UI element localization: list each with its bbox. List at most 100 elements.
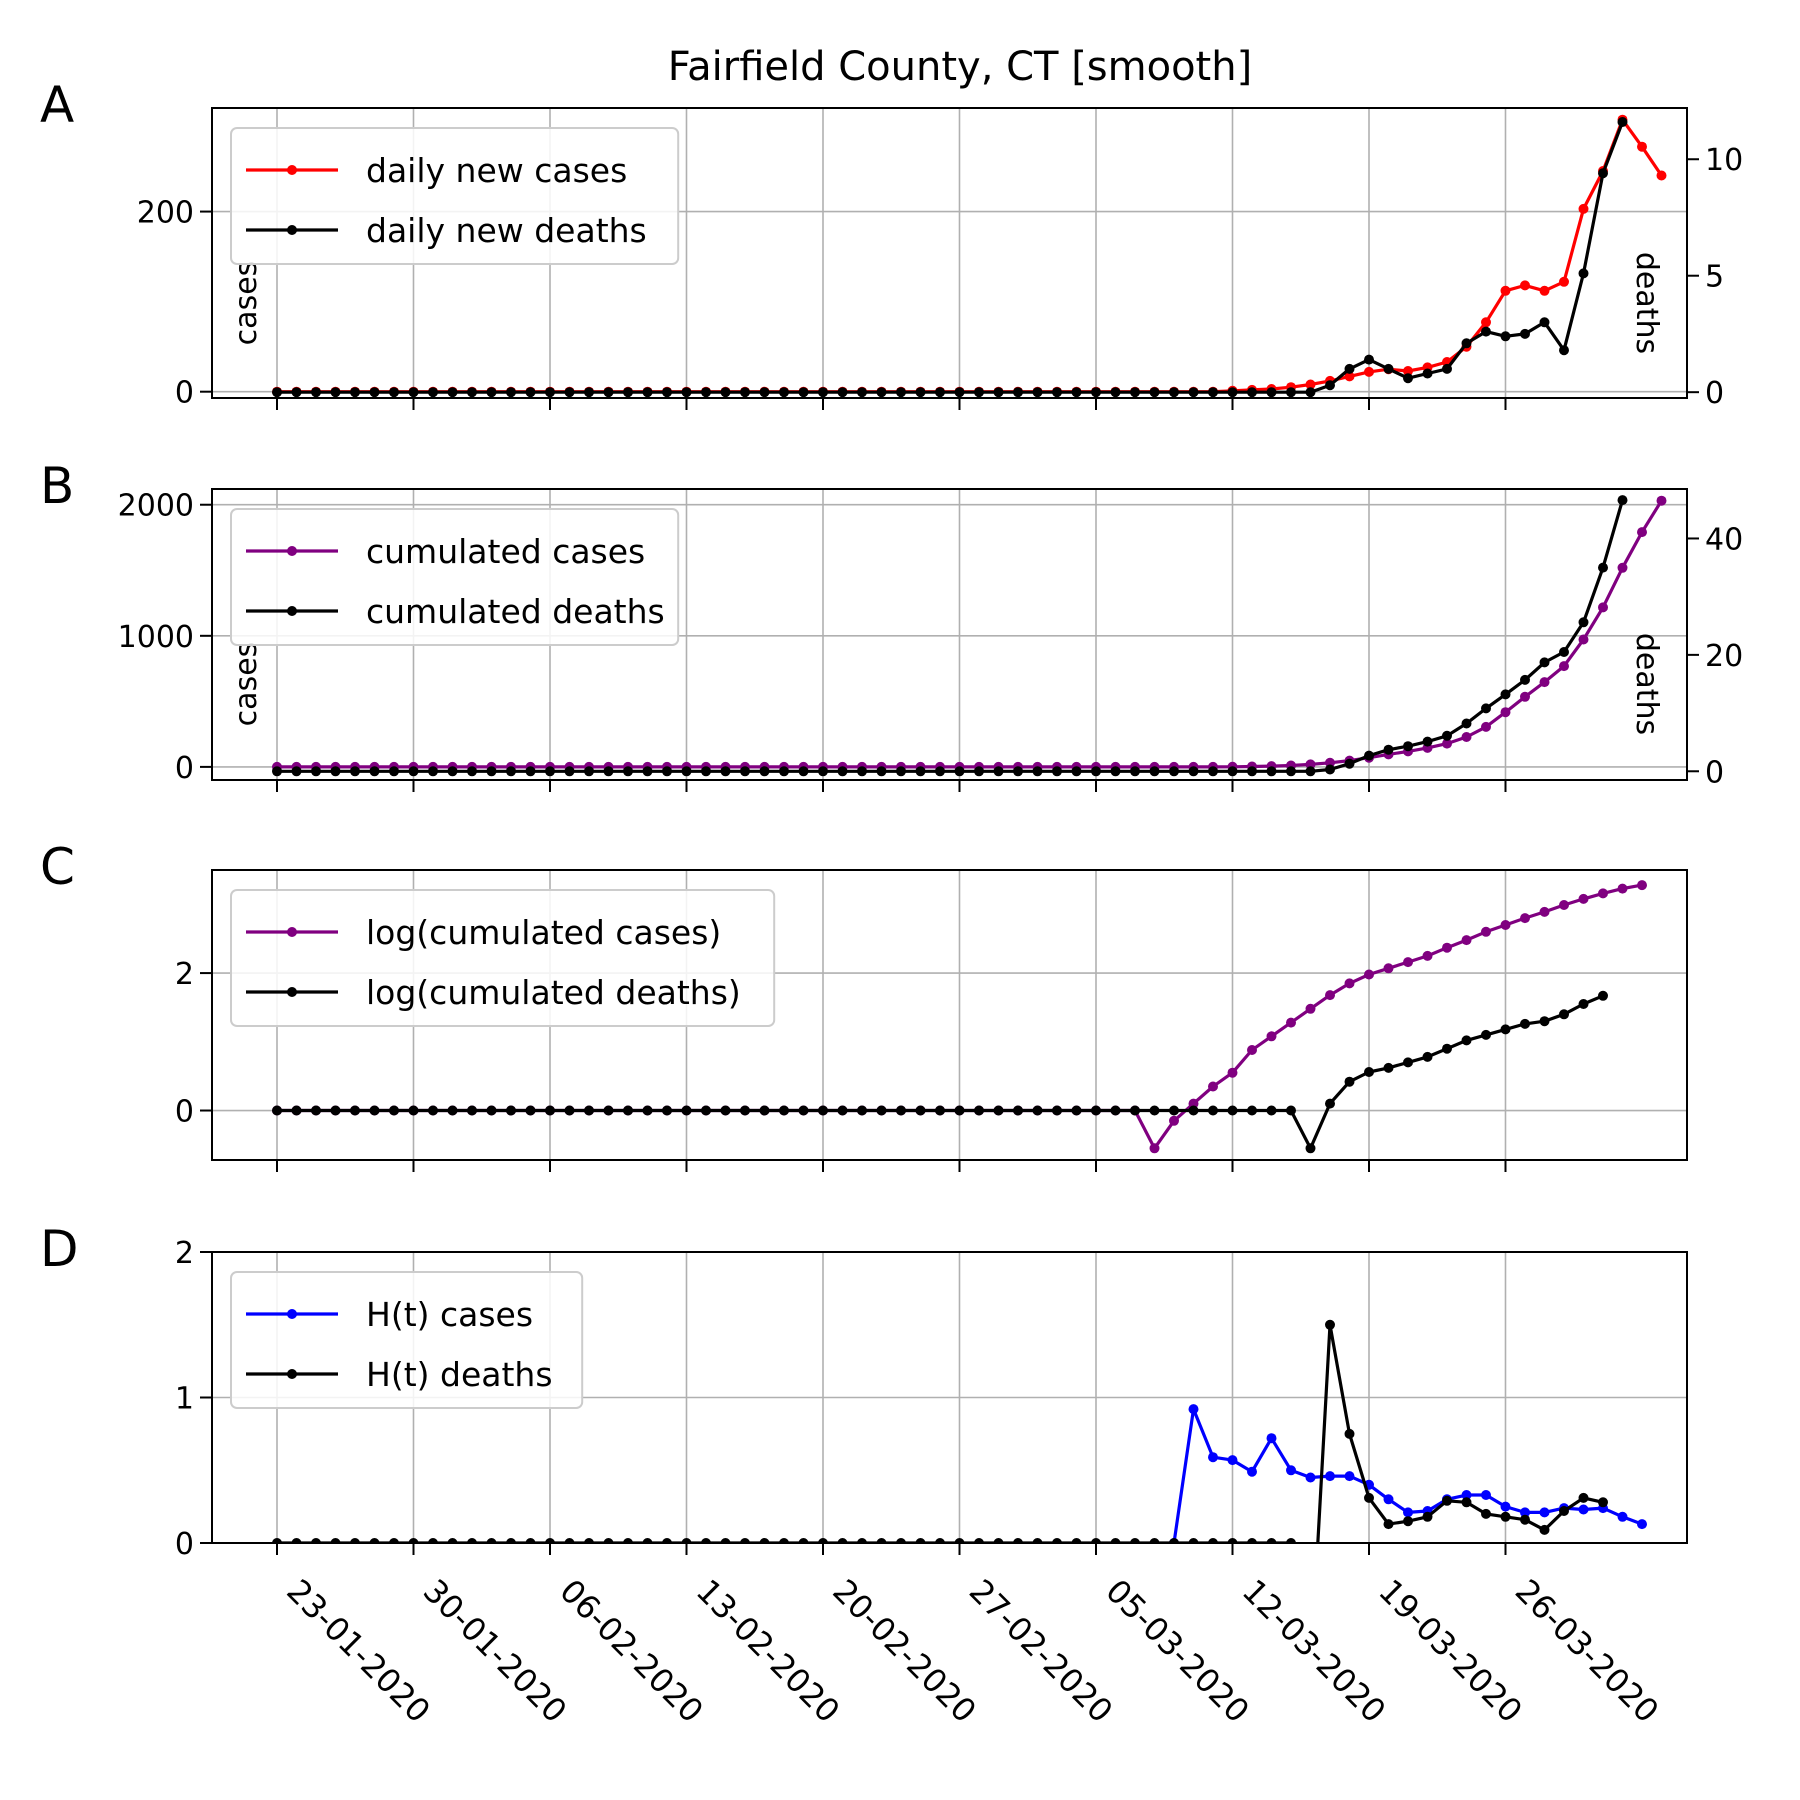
data-point	[1266, 1105, 1277, 1116]
data-point	[954, 1105, 965, 1116]
data-point	[1539, 317, 1550, 328]
data-point	[1442, 942, 1452, 953]
data-point	[1208, 387, 1218, 398]
data-point	[837, 1105, 848, 1116]
data-point	[1149, 1105, 1160, 1116]
data-point	[740, 766, 750, 777]
data-point	[1481, 703, 1491, 714]
data-point	[350, 766, 360, 777]
x-tick-label: 30-01-2020	[416, 1572, 574, 1730]
data-point	[896, 387, 906, 398]
y-axis-label: cases	[229, 642, 264, 727]
legend-label: daily new cases	[366, 151, 627, 190]
data-point	[1403, 741, 1413, 752]
data-point	[1110, 766, 1121, 777]
data-point	[408, 387, 419, 398]
data-point	[1130, 1105, 1140, 1116]
data-point	[486, 1105, 497, 1116]
data-point	[857, 387, 867, 398]
data-point	[272, 1538, 282, 1543]
data-point	[1559, 661, 1569, 672]
data-point	[1344, 371, 1355, 382]
data-point	[311, 387, 321, 398]
data-point	[1247, 1466, 1257, 1477]
data-point	[896, 766, 906, 777]
data-point	[603, 387, 614, 398]
legend-box	[230, 127, 680, 265]
data-point	[330, 387, 341, 398]
legend-marker	[287, 225, 297, 235]
data-point	[486, 1538, 497, 1543]
data-point	[291, 387, 302, 398]
data-point	[1032, 387, 1043, 398]
data-point	[447, 1105, 458, 1116]
data-point	[779, 766, 789, 777]
data-point	[1364, 354, 1374, 365]
data-point	[1013, 1538, 1023, 1543]
data-point	[1442, 363, 1452, 374]
data-point	[1052, 1105, 1062, 1116]
data-point	[369, 766, 380, 777]
data-point	[1013, 766, 1023, 777]
y2-axis-label: deaths	[1629, 633, 1664, 735]
data-point	[1578, 617, 1589, 628]
data-point	[759, 387, 770, 398]
data-point	[759, 766, 770, 777]
data-point	[369, 1538, 380, 1543]
data-point	[1598, 990, 1608, 1001]
legend-label: cumulated deaths	[366, 592, 665, 631]
data-point	[1364, 750, 1374, 761]
data-point	[1617, 562, 1628, 573]
data-point	[1208, 1081, 1218, 1092]
data-point	[1169, 1538, 1179, 1543]
data-point	[779, 1538, 789, 1543]
data-point	[1539, 285, 1550, 296]
panel-letter: A	[40, 76, 74, 134]
data-point	[350, 1538, 360, 1543]
plot-area	[272, 1319, 1647, 1543]
data-point	[1344, 1076, 1355, 1087]
legend-marker	[287, 927, 297, 937]
legend: H(t) cases H(t) deaths	[230, 1271, 584, 1409]
data-point	[1578, 1492, 1589, 1503]
data-point	[681, 387, 692, 398]
legend-marker	[287, 1309, 297, 1319]
data-point	[1305, 1472, 1316, 1483]
data-point	[1188, 387, 1199, 398]
data-point	[915, 387, 926, 398]
data-point	[1637, 1519, 1647, 1530]
data-point	[1188, 1098, 1199, 1109]
data-point	[1364, 1492, 1374, 1503]
y2-tick-label: 5	[1705, 260, 1724, 295]
data-point	[681, 1538, 692, 1543]
legend: log(cumulated cases) log(cumulated deaths…	[230, 889, 776, 1027]
data-point	[1422, 1511, 1433, 1522]
data-point	[1383, 1519, 1394, 1530]
data-point	[1578, 268, 1589, 279]
data-point	[818, 387, 828, 398]
data-point	[1130, 1538, 1140, 1543]
x-tick-label: 19-03-2020	[1371, 1572, 1529, 1730]
data-point	[467, 387, 477, 398]
data-point	[1071, 387, 1082, 398]
plot-frame	[211, 107, 1688, 399]
data-point	[428, 387, 438, 398]
data-point	[1578, 999, 1589, 1009]
legend-label: H(t) cases	[366, 1295, 533, 1334]
data-point	[1325, 1471, 1335, 1482]
data-point	[1617, 495, 1628, 506]
data-point	[584, 766, 594, 777]
data-point	[1403, 1507, 1413, 1518]
y-tick-label: 1	[175, 1382, 194, 1417]
data-point	[564, 387, 575, 398]
data-point	[1481, 1029, 1491, 1040]
data-point	[428, 1105, 438, 1116]
data-point	[662, 1105, 672, 1116]
legend-marker	[287, 987, 297, 997]
x-tick-label: 20-02-2020	[825, 1572, 983, 1730]
data-point	[486, 766, 497, 777]
y-tick-label: 2	[175, 957, 194, 992]
data-point	[506, 1538, 516, 1543]
data-point	[1169, 766, 1179, 777]
